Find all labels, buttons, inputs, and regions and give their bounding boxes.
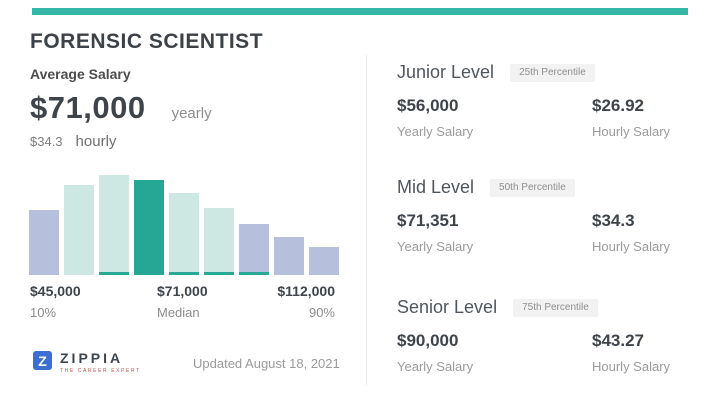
hourly-amount-label: Hourly Salary: [592, 359, 671, 374]
yearly-amount-label: Yearly Salary: [397, 359, 474, 374]
axis-value: $112,000: [277, 283, 335, 299]
histogram-bar-underline: [239, 272, 269, 275]
histogram-bar: [134, 180, 164, 275]
updated-date: Updated August 18, 2021: [193, 356, 340, 371]
zippia-logo-icon: Z: [33, 351, 52, 370]
axis-annotation-10th: $45,000 10%: [30, 283, 81, 320]
histogram-bar: [274, 237, 304, 275]
hourly-amount-label: Hourly Salary: [592, 124, 671, 139]
yearly-amount: $56,000: [397, 96, 459, 115]
average-salary-label: Average Salary: [30, 66, 131, 82]
histogram-bar-underline: [99, 272, 129, 275]
histogram-bar: [239, 224, 269, 275]
axis-label: 10%: [30, 305, 57, 320]
hourly-amount: $43.27: [592, 331, 644, 350]
yearly-amount: $71,351: [397, 211, 459, 230]
axis-label: 90%: [308, 305, 335, 320]
level-row-senior: Senior Level 75th Percentile $90,000 Yea…: [397, 297, 687, 374]
axis-annotation-median: $71,000 Median: [157, 283, 208, 320]
hourly-amount: $26.92: [592, 96, 644, 115]
level-row-mid: Mid Level 50th Percentile $71,351 Yearly…: [397, 177, 687, 254]
histogram-bar: [99, 175, 129, 275]
salary-distribution-histogram: [29, 175, 339, 275]
vertical-divider: [366, 55, 367, 385]
histogram-bar: [64, 185, 94, 275]
histogram-bar: [309, 247, 339, 275]
yearly-salary-value: $71,000: [30, 90, 146, 125]
yearly-salary-unit: yearly: [171, 105, 212, 122]
axis-label: Median: [157, 305, 200, 320]
histogram-bar: [204, 208, 234, 275]
histogram-bar-underline: [204, 272, 234, 275]
hourly-amount: $34.3: [592, 211, 635, 230]
level-name: Mid Level: [397, 177, 475, 197]
accent-top-bar: [32, 8, 688, 15]
zippia-tagline: THE CAREER EXPERT: [60, 368, 141, 374]
hourly-amount-label: Hourly Salary: [592, 239, 671, 254]
zippia-brand-name: ZIPPIA: [60, 350, 124, 366]
level-name: Junior Level: [397, 62, 495, 82]
page-title: FORENSIC SCIENTIST: [30, 30, 264, 53]
yearly-amount-label: Yearly Salary: [397, 124, 474, 139]
hourly-salary-value: $34.3: [30, 134, 63, 149]
hourly-salary-row: $34.3 hourly: [30, 133, 116, 150]
yearly-amount: $90,000: [397, 331, 459, 350]
percentile-badge: 50th Percentile: [490, 178, 575, 197]
yearly-salary-row: $71,000 yearly: [30, 90, 212, 126]
hourly-salary-unit: hourly: [75, 133, 117, 150]
percentile-badge: 25th Percentile: [510, 63, 595, 82]
level-row-junior: Junior Level 25th Percentile $56,000 Yea…: [397, 62, 687, 139]
axis-value: $71,000: [157, 283, 208, 299]
histogram-bar: [169, 193, 199, 275]
histogram-bar-underline: [169, 272, 199, 275]
yearly-amount-label: Yearly Salary: [397, 239, 474, 254]
level-name: Senior Level: [397, 297, 498, 317]
percentile-badge: 75th Percentile: [513, 298, 598, 317]
axis-value: $45,000: [30, 283, 81, 299]
axis-annotation-90th: $112,000 90%: [235, 283, 335, 320]
zippia-logo: Z ZIPPIA THE CAREER EXPERT: [33, 350, 141, 374]
histogram-bar: [29, 210, 59, 275]
